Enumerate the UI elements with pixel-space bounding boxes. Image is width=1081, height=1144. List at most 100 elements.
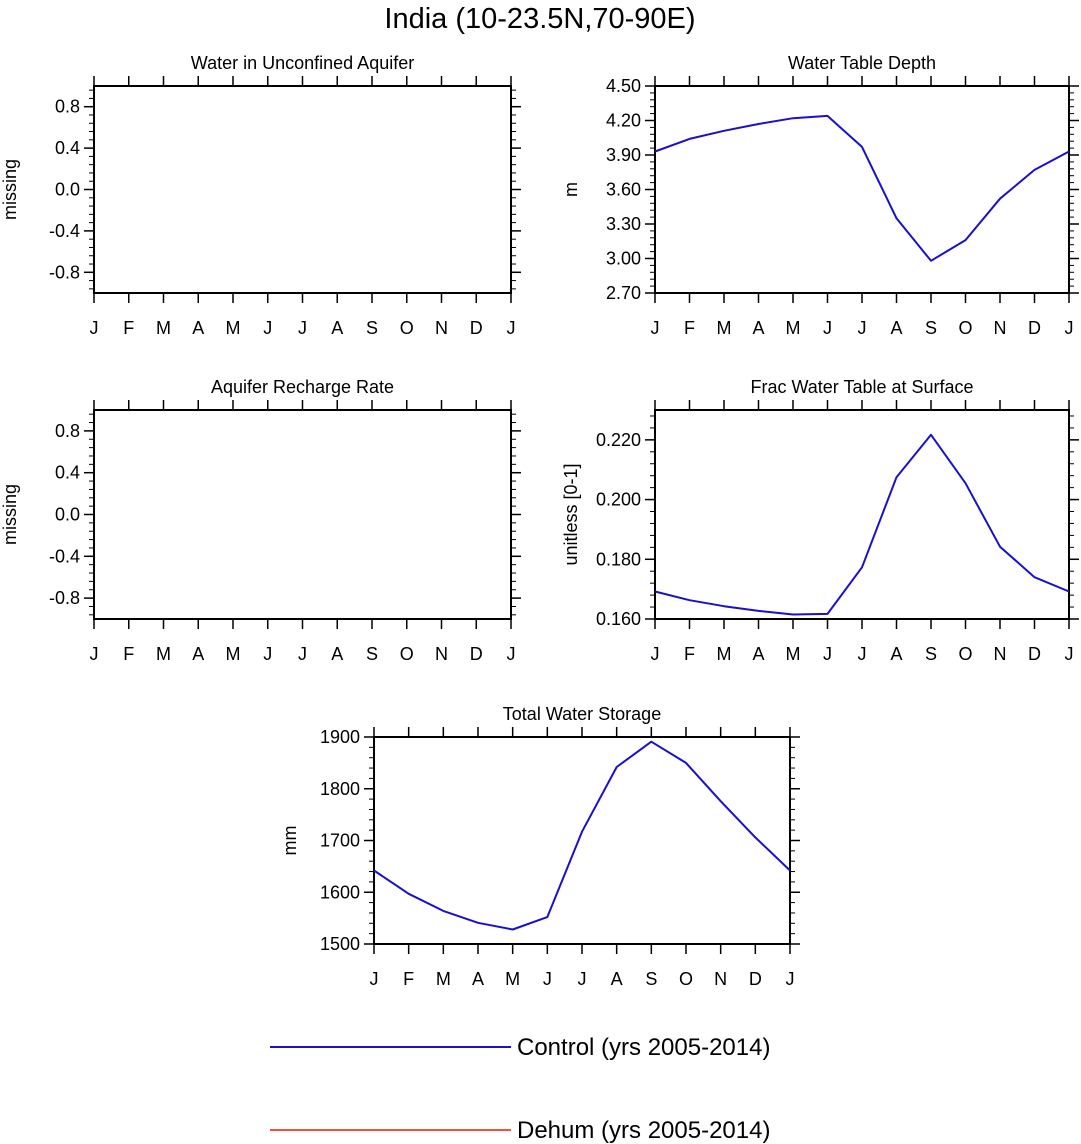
x-tick-label: A <box>331 318 343 338</box>
plot-frame <box>654 409 1070 620</box>
x-tick-label: A <box>192 318 204 338</box>
x-tick-label: N <box>994 644 1007 664</box>
x-tick-label: M <box>786 318 801 338</box>
x-tick-label: J <box>651 318 660 338</box>
y-tick-label: 0.4 <box>55 138 80 158</box>
x-tick-label: M <box>436 969 451 989</box>
x-tick-label: N <box>435 644 448 664</box>
panel-water-in-unconfined-aquifer: Water in Unconfined Aquifer J F M A M J J A S O N D J… <box>0 53 521 338</box>
x-tick-label: A <box>331 644 343 664</box>
y-tick-label: 1900 <box>320 727 360 747</box>
series-line-control <box>654 433 1070 616</box>
x-tick-label: J <box>90 318 99 338</box>
y-tick-label: 0.180 <box>596 549 641 569</box>
y-tick-label: -0.4 <box>49 221 80 241</box>
x-tick-label: J <box>651 644 660 664</box>
panel-title: Water Table Depth <box>788 53 936 73</box>
y-tick-label: 1700 <box>320 831 360 851</box>
y-tick-label: 0.8 <box>55 97 80 117</box>
x-tick-label: M <box>226 644 241 664</box>
y-tick-label: 0.0 <box>55 505 80 525</box>
plot-frame <box>93 409 512 620</box>
x-tick-label: M <box>717 318 732 338</box>
x-tick-label: J <box>263 318 272 338</box>
series-line-control <box>373 740 791 931</box>
legend-dehum-label: Dehum (yrs 2005-2014) <box>517 1117 770 1144</box>
x-tick-label: M <box>156 644 171 664</box>
x-tick-label: A <box>752 318 764 338</box>
figure-title: India (10-23.5N,70-90E) <box>384 3 695 35</box>
x-tick-label: A <box>890 318 902 338</box>
x-tick-label: D <box>470 318 483 338</box>
panel-title: Water in Unconfined Aquifer <box>191 53 414 73</box>
y-tick-label: 3.90 <box>606 145 641 165</box>
series-line-control <box>654 114 1070 262</box>
panel-title: Frac Water Table at Surface <box>750 377 973 397</box>
panel-aquifer-recharge-rate: Aquifer Recharge Rate J F M A M J J A S O N D J -0.8 -0… <box>0 377 521 664</box>
y-tick-label: 4.50 <box>606 76 641 96</box>
x-tick-label: F <box>684 644 695 664</box>
x-tick-label: J <box>90 644 99 664</box>
x-tick-label: S <box>925 644 937 664</box>
x-tick-label: O <box>400 318 414 338</box>
y-axis-label: missing <box>0 159 20 220</box>
x-tick-label: N <box>714 969 727 989</box>
y-tick-label: 0.8 <box>55 421 80 441</box>
y-tick-label: 0.4 <box>55 463 80 483</box>
y-tick-label: -0.8 <box>49 262 80 282</box>
y-tick-label: 1800 <box>320 779 360 799</box>
y-tick-label: 4.20 <box>606 111 641 131</box>
y-axis-label: mm <box>280 826 300 856</box>
x-tick-label: J <box>507 644 516 664</box>
x-tick-label: F <box>684 318 695 338</box>
x-tick-label: S <box>925 318 937 338</box>
plot-frame <box>373 736 791 945</box>
x-tick-label: J <box>370 969 379 989</box>
y-tick-label: 3.30 <box>606 214 641 234</box>
y-tick-label: 0.220 <box>596 430 641 450</box>
x-tick-label: A <box>611 969 623 989</box>
x-tick-label: J <box>823 318 832 338</box>
y-tick-label: 1600 <box>320 882 360 902</box>
x-tick-label: J <box>578 969 587 989</box>
x-tick-label: A <box>472 969 484 989</box>
y-tick-label: 0.200 <box>596 490 641 510</box>
x-tick-label: N <box>435 318 448 338</box>
x-tick-label: M <box>505 969 520 989</box>
x-tick-label: D <box>1028 644 1041 664</box>
x-tick-label: O <box>958 644 972 664</box>
x-tick-label: J <box>507 318 516 338</box>
x-tick-label: S <box>366 318 378 338</box>
x-tick-label: J <box>298 644 307 664</box>
y-tick-label: -0.8 <box>49 588 80 608</box>
y-axis-label: m <box>561 182 581 197</box>
x-tick-label: J <box>1065 318 1074 338</box>
y-tick-label: 1500 <box>320 934 360 954</box>
x-tick-label: N <box>994 318 1007 338</box>
x-tick-label: A <box>890 644 902 664</box>
x-tick-label: D <box>1028 318 1041 338</box>
x-tick-label: M <box>786 644 801 664</box>
panel-total-water-storage: Total Water Storage J F M A M J J A S O N D J 1500 1600… <box>280 704 800 989</box>
x-tick-label: A <box>192 644 204 664</box>
plot-frame <box>93 85 512 294</box>
x-tick-label: F <box>123 644 134 664</box>
x-tick-label: J <box>858 318 867 338</box>
x-tick-label: J <box>298 318 307 338</box>
x-tick-label: O <box>679 969 693 989</box>
x-tick-label: A <box>752 644 764 664</box>
y-tick-label: 0.160 <box>596 609 641 629</box>
x-tick-label: J <box>543 969 552 989</box>
y-tick-label: 2.70 <box>606 283 641 303</box>
plot-frame <box>654 85 1070 294</box>
x-tick-label: S <box>645 969 657 989</box>
x-tick-label: J <box>823 644 832 664</box>
y-tick-label: 0.0 <box>55 180 80 200</box>
x-tick-label: O <box>400 644 414 664</box>
y-axis-label: missing <box>0 484 20 545</box>
legend-control-label: Control (yrs 2005-2014) <box>517 1034 770 1061</box>
x-tick-label: J <box>263 644 272 664</box>
y-axis-label: unitless [0-1] <box>561 463 581 565</box>
